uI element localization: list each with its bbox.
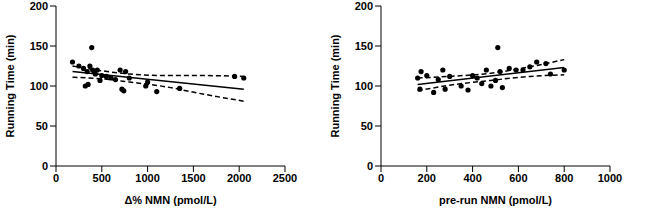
svg-text:400: 400 (463, 172, 481, 184)
svg-text:800: 800 (555, 172, 573, 184)
svg-text:50: 50 (36, 120, 48, 132)
svg-text:pre-run NMN (pmol/L): pre-run NMN (pmol/L) (439, 194, 552, 206)
svg-text:200: 200 (418, 172, 436, 184)
svg-text:Running Time (min): Running Time (min) (8, 34, 16, 137)
svg-text:0: 0 (53, 172, 59, 184)
svg-text:500: 500 (93, 172, 111, 184)
svg-text:0: 0 (42, 160, 48, 172)
svg-text:1500: 1500 (181, 172, 205, 184)
svg-text:Running Time (min): Running Time (min) (329, 34, 341, 137)
svg-text:200: 200 (355, 0, 373, 12)
svg-text:50: 50 (361, 120, 373, 132)
svg-text:100: 100 (30, 80, 48, 92)
svg-text:1000: 1000 (135, 172, 159, 184)
svg-text:200: 200 (30, 0, 48, 12)
svg-text:150: 150 (355, 40, 373, 52)
svg-text:Δ% NMN (pmol/L): Δ% NMN (pmol/L) (124, 194, 217, 206)
svg-text:2500: 2500 (273, 172, 297, 184)
svg-text:1000: 1000 (598, 172, 622, 184)
svg-text:0: 0 (367, 160, 373, 172)
svg-text:150: 150 (30, 40, 48, 52)
svg-text:0: 0 (378, 172, 384, 184)
svg-text:100: 100 (355, 80, 373, 92)
svg-text:600: 600 (509, 172, 527, 184)
svg-text:2000: 2000 (227, 172, 251, 184)
